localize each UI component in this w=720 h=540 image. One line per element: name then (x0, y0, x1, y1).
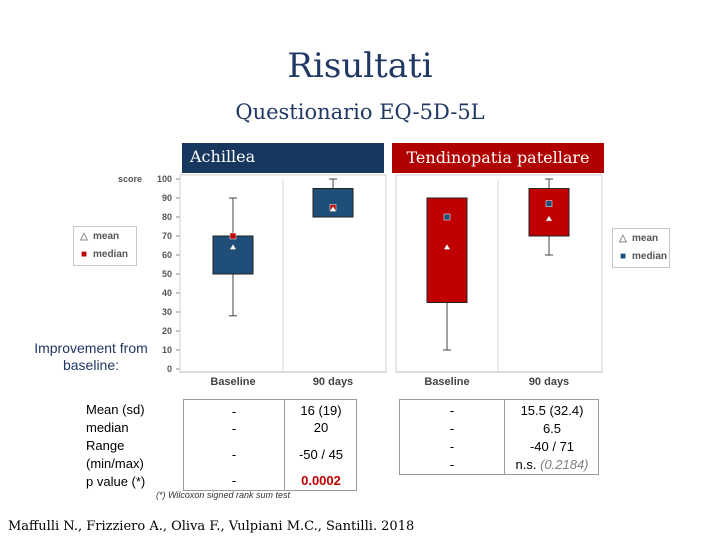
stat-p-value: (0.2184) (540, 457, 589, 472)
stats-table-patellare: - - - - 15.5 (32.4) 6.5 -40 / 71 n.s. (0… (399, 399, 599, 475)
x-tick-label: 90 days (313, 376, 353, 388)
stat-dash: - (449, 439, 455, 454)
mean-marker (329, 205, 337, 212)
legend-label-median: median (93, 248, 129, 260)
y-tick-label: 50 (162, 269, 172, 279)
box-iqr (528, 188, 570, 237)
x-tick-label: Baseline (424, 376, 469, 388)
stat-p-value: 0.0002 (301, 473, 341, 488)
stats-table-achillea: - - - - 16 (19) 20 -50 / 45 0.0002 (183, 399, 357, 491)
y-tick-label: 10 (162, 345, 172, 355)
mean-marker (443, 243, 451, 250)
stat-dash: - (231, 447, 237, 462)
legend-label-median: median (632, 250, 668, 262)
triangle-icon: △ (619, 232, 627, 244)
median-marker (443, 213, 451, 221)
stat-mean-sd: 16 (19) (300, 403, 342, 418)
boxplot-chart: score 0 10 20 30 40 50 60 70 80 90 100 Baseline 90 da… (118, 174, 603, 388)
footnote: (*) Wilcoxon signed rank sum test (156, 490, 290, 500)
y-tick-label: 90 (162, 193, 172, 203)
y-axis-label: score (118, 174, 142, 184)
legend-patellare: △ mean ■ median (612, 228, 670, 268)
stat-label: median (86, 420, 129, 435)
y-tick-label: 70 (162, 231, 172, 241)
x-tick-label: 90 days (529, 376, 569, 388)
stat-dash: - (449, 457, 455, 472)
legend-item-mean: △ mean (613, 229, 669, 247)
slide-subtitle: Questionario EQ-5D-5L (235, 100, 485, 124)
stats-labels: Mean (sd) median Range (min/max) p value… (86, 401, 145, 491)
legend-label-mean: mean (93, 230, 120, 242)
stat-dash: - (231, 404, 237, 419)
square-icon: ■ (619, 250, 627, 262)
y-tick-label: 40 (162, 288, 172, 298)
triangle-icon: △ (80, 230, 88, 242)
median-marker (229, 232, 237, 240)
citation: Maffulli N., Frizziero A., Oliva F., Vul… (8, 519, 415, 534)
y-tick-label: 60 (162, 250, 172, 260)
stat-dash: - (231, 421, 237, 436)
legend-item-mean: △ mean (74, 227, 136, 245)
stat-dash: - (449, 421, 455, 436)
group-header-patellare: Tendinopatia patellare (392, 143, 604, 173)
stat-label: p value (*) (86, 474, 146, 489)
square-icon: ■ (80, 248, 88, 260)
y-tick-label: 0 (167, 364, 172, 374)
mean-marker (545, 215, 553, 222)
legend-item-median: ■ median (74, 245, 136, 263)
x-tick-label: Baseline (210, 376, 255, 388)
improvement-label: Improvement from baseline: (34, 340, 148, 373)
mean-marker (229, 243, 237, 250)
stat-range: -40 / 71 (529, 439, 575, 454)
stat-label: Mean (sd) (86, 402, 145, 417)
group-header-achillea: Achillea (182, 143, 384, 173)
y-tick-label: 30 (162, 307, 172, 317)
box-iqr (426, 197, 468, 303)
legend-label-mean: mean (632, 232, 659, 244)
y-tick-label: 80 (162, 212, 172, 222)
box-iqr (212, 235, 254, 275)
y-tick-label: 100 (157, 174, 172, 184)
median-marker (545, 200, 553, 207)
stat-p-ns: n.s. (515, 457, 537, 472)
stat-mean-sd: 15.5 (32.4) (520, 403, 584, 418)
stat-range: -50 / 45 (298, 447, 344, 462)
stat-label: Range (86, 438, 125, 453)
stat-dash: - (231, 473, 237, 488)
legend-achillea: △ mean ■ median (73, 226, 137, 266)
y-tick-label: 20 (162, 326, 172, 336)
stat-median: 6.5 (542, 421, 562, 436)
stat-label: (min/max) (86, 456, 144, 471)
slide-title: Risultati (287, 46, 433, 86)
box-iqr (312, 188, 354, 218)
stat-dash: - (449, 403, 455, 418)
stat-p-value-row: n.s. (0.2184) (504, 457, 600, 472)
stat-median: 20 (313, 420, 329, 435)
legend-item-median: ■ median (613, 247, 669, 265)
